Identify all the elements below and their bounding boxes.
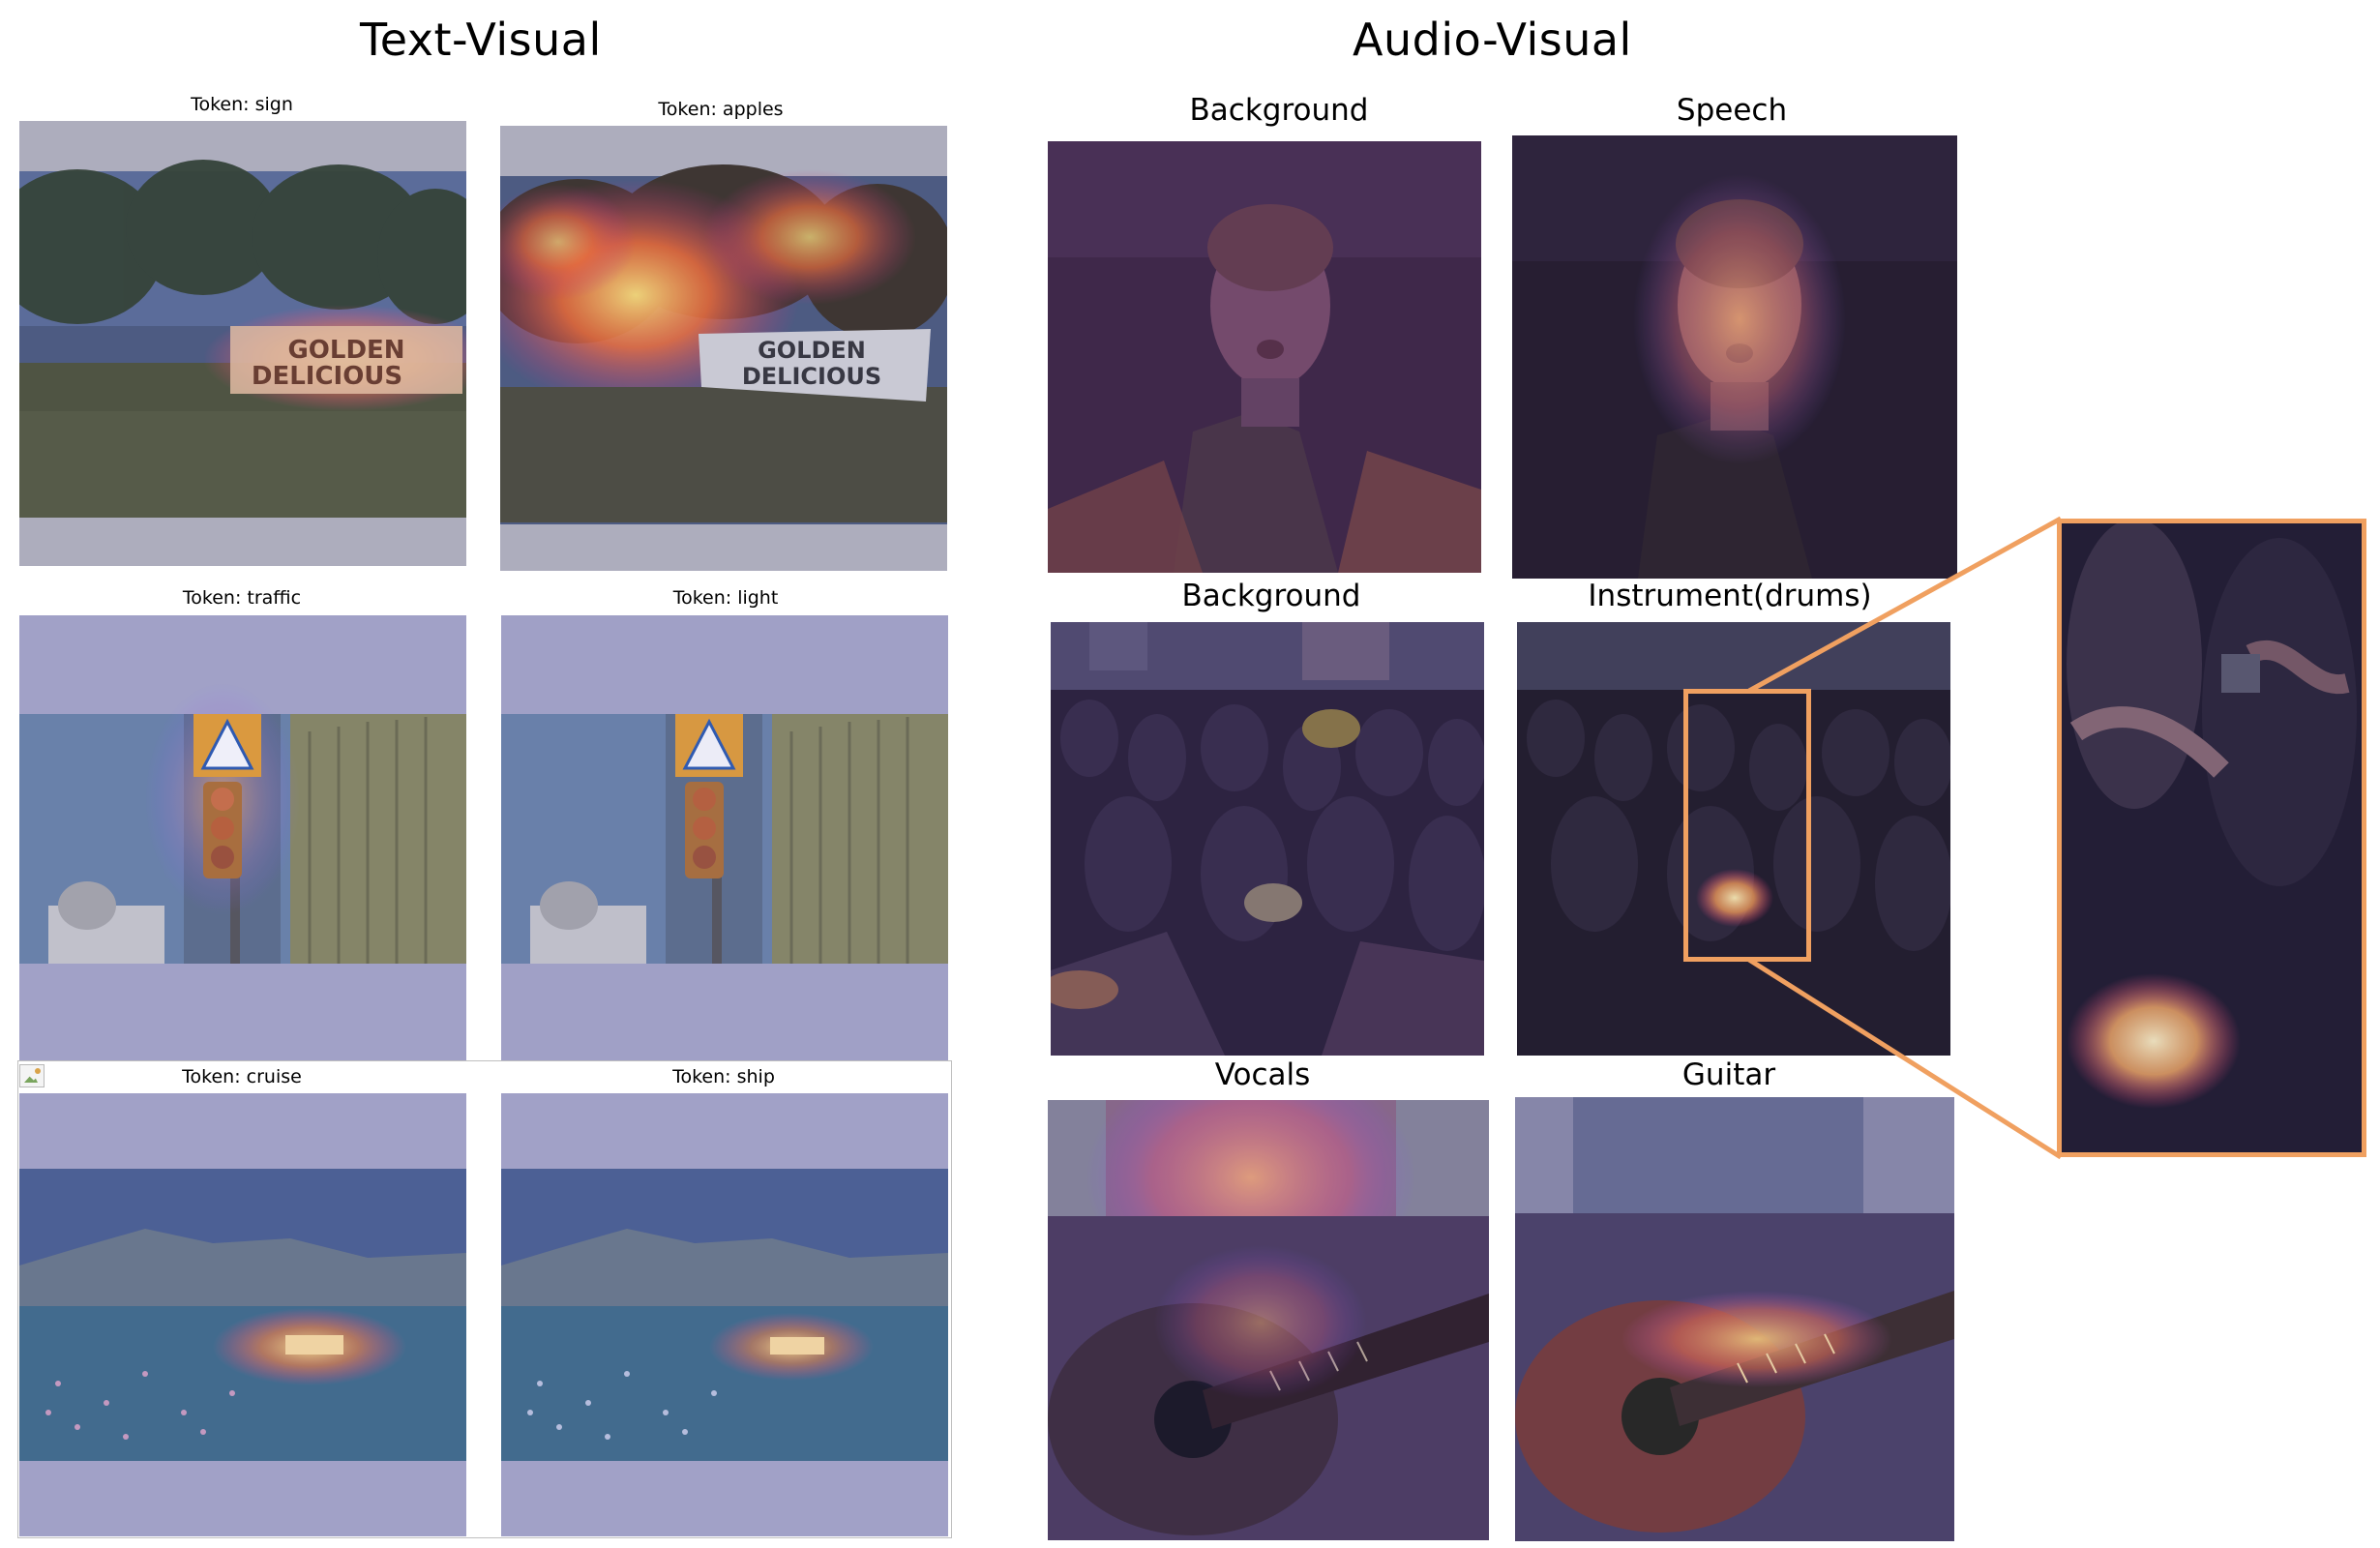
heatmap-panel-apples: GOLDEN DELICIOUS [500,126,947,571]
audio-panel-instrument-drums [1517,622,1950,1056]
token-caption-light: Token: light [672,587,779,609]
caption-vocals: Vocals [1214,1057,1311,1092]
heatmap-panel-traffic [19,615,466,1060]
heatmap-panel-light [501,615,948,1060]
token-caption-ship: Token: ship [672,1066,775,1087]
token-caption-sign: Token: sign [191,94,293,115]
caption-guitar: Guitar [1681,1057,1776,1092]
heatmap-panel-sign: GOLDEN DELICIOUS [19,121,466,566]
broken-image-icon [19,1064,45,1087]
caption-background-2: Background [1181,579,1361,613]
token-caption-cruise: Token: cruise [182,1066,302,1087]
heatmap-panel-ship [501,1093,948,1536]
zoomed-drum-panel [2057,519,2366,1157]
audio-panel-vocals [1048,1100,1489,1540]
sign-text-line1: GOLDEN [287,336,404,365]
sign-text-line2: DELICIOUS [252,362,402,391]
audio-panel-background-speaker [1048,141,1481,573]
audio-panel-speech [1512,135,1957,579]
zoom-selection-box [1683,689,1811,962]
token-caption-traffic: Token: traffic [182,587,302,609]
row3-frame [17,1060,952,1538]
sign-text-line1: GOLDEN [758,337,866,364]
heatmap-panel-cruise [19,1093,466,1536]
audio-panel-guitar [1515,1097,1954,1541]
zoomed-panel-border [2057,519,2366,1157]
sign-text-line2: DELICIOUS [742,363,881,390]
caption-speech: Speech [1676,93,1788,128]
audio-panel-background-crowd [1051,622,1484,1056]
audio-visual-header: Audio-Visual [1353,14,1632,66]
token-caption-apples: Token: apples [658,99,784,120]
text-visual-header: Text-Visual [360,14,602,66]
caption-instrument-drums: Instrument(drums) [1588,579,1872,613]
caption-background-1: Background [1189,93,1369,128]
